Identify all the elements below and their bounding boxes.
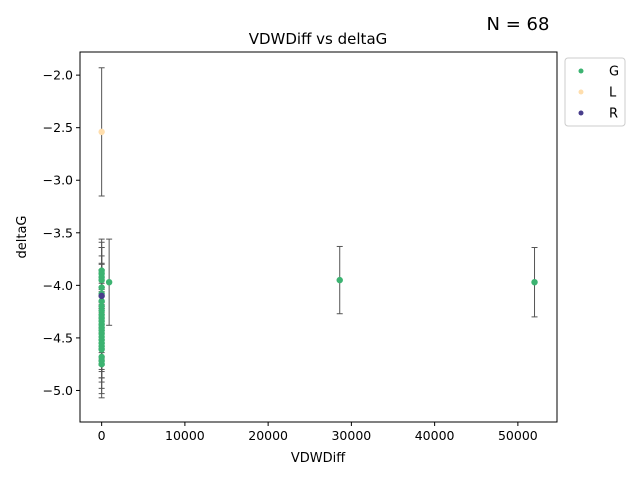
n-count-label: N = 68 xyxy=(487,14,550,35)
chart-title: VDWDiff vs deltaG xyxy=(249,30,388,48)
x-tick-label: 20000 xyxy=(248,428,288,443)
data-point-g xyxy=(105,278,113,286)
data-point-l xyxy=(98,128,105,136)
x-tick-label: 40000 xyxy=(415,428,455,443)
data-point-g xyxy=(98,346,105,353)
x-axis-ticks: 0 10000 20000 30000 40000 50000 xyxy=(98,422,538,443)
y-tick-label: −2.5 xyxy=(43,120,73,135)
data-points xyxy=(98,128,538,368)
y-tick-label: −3.0 xyxy=(43,173,73,188)
legend-box xyxy=(564,57,626,127)
legend-label: R xyxy=(609,107,618,122)
y-tick-label: −5.0 xyxy=(43,383,73,398)
legend-item-l: L xyxy=(578,86,617,101)
data-point-g xyxy=(98,284,105,291)
x-tick-label: 10000 xyxy=(165,428,205,443)
y-tick-label: −3.5 xyxy=(43,225,73,240)
legend-marker xyxy=(578,110,584,116)
data-point-g xyxy=(98,276,105,284)
y-tick-label: −4.0 xyxy=(43,278,73,293)
legend-label: L xyxy=(609,86,617,101)
x-axis-label: VDWDiff xyxy=(291,451,346,466)
data-point-g xyxy=(98,360,105,368)
legend-item-r: R xyxy=(578,107,618,122)
x-tick-label: 0 xyxy=(98,428,106,443)
y-axis-ticks: −5.0 −4.5 −4.0 −3.5 −3.0 −2.5 −2.0 xyxy=(43,68,80,398)
error-bars xyxy=(98,67,538,399)
legend-marker xyxy=(578,89,584,95)
legend-label: G xyxy=(609,65,619,80)
data-point-r xyxy=(98,292,105,300)
data-point-g xyxy=(531,278,538,286)
x-tick-label: 50000 xyxy=(498,428,538,443)
y-tick-label: −4.5 xyxy=(43,330,73,345)
data-point-g xyxy=(98,297,105,305)
y-tick-label: −2.0 xyxy=(43,68,73,83)
legend-marker xyxy=(578,68,584,74)
data-point-g xyxy=(336,276,343,284)
legend: GLR xyxy=(564,57,626,127)
y-axis-label: deltaG xyxy=(15,216,30,259)
x-tick-label: 30000 xyxy=(331,428,371,443)
legend-item-g: G xyxy=(578,65,619,80)
plot-area-frame xyxy=(79,51,558,423)
